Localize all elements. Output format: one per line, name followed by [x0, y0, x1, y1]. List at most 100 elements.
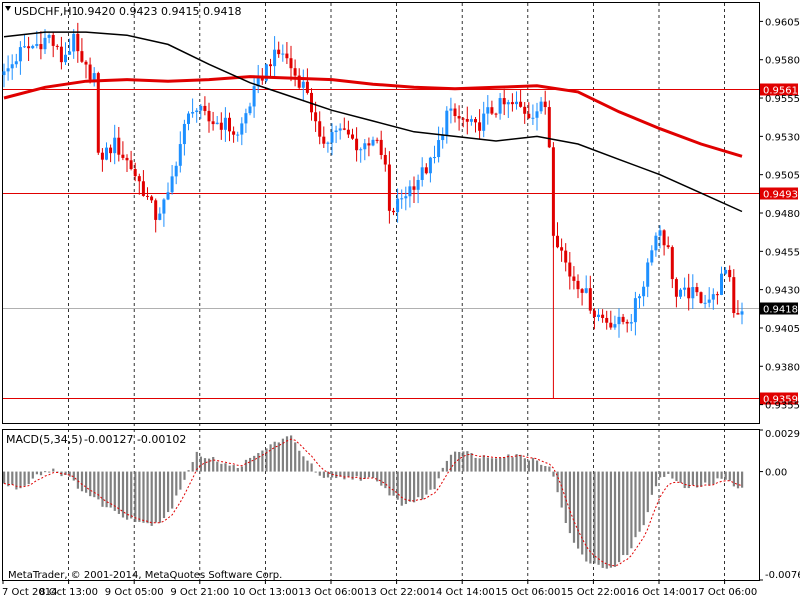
candle-body: [141, 181, 145, 196]
macd-label: MACD(5,34,5): [6, 433, 83, 446]
candle-body: [371, 139, 375, 146]
candle-body: [674, 279, 678, 297]
macd-bar: [425, 471, 428, 495]
macd-bar: [523, 458, 526, 472]
candle-body: [506, 102, 510, 105]
candle-body: [133, 169, 137, 177]
candle-body: [23, 46, 26, 48]
macd-bar: [720, 471, 723, 479]
candle-body: [711, 294, 715, 300]
macd-bar: [290, 435, 293, 472]
candle-body: [84, 61, 88, 65]
time-tick-label: 16 Oct 14:00: [626, 587, 691, 598]
macd-bar: [105, 471, 108, 508]
macd-bar: [511, 457, 514, 472]
macd-bar: [48, 471, 51, 473]
candle-body: [375, 139, 379, 141]
macd-bar: [76, 471, 79, 489]
macd-bar: [527, 460, 530, 472]
macd-bar: [741, 471, 744, 488]
candle-body: [244, 113, 248, 124]
macd-bar: [577, 471, 580, 549]
macd-bar: [187, 470, 190, 472]
candle-body: [576, 280, 580, 290]
macd-bar: [490, 458, 494, 472]
candle-body: [646, 262, 650, 287]
candle-body: [293, 68, 297, 76]
macd-bar: [429, 471, 432, 490]
macd-bar: [683, 471, 686, 489]
macd-bar: [310, 463, 313, 472]
macd-bar: [126, 471, 129, 520]
macd-bar: [339, 471, 342, 477]
candle-body: [80, 51, 84, 62]
macd-bar: [167, 471, 170, 513]
macd-bar: [581, 471, 584, 555]
macd-bar: [15, 471, 18, 490]
macd-bar: [64, 471, 67, 475]
macd-bar: [691, 471, 694, 485]
candle-body: [76, 33, 80, 52]
macd-bar: [462, 451, 465, 472]
macd-bar: [195, 451, 198, 472]
candle-body: [715, 294, 719, 296]
candle-body: [588, 288, 592, 311]
candle-body: [699, 292, 703, 304]
macd-bar: [478, 458, 481, 472]
candle-body: [47, 35, 51, 38]
candle-body: [351, 134, 354, 139]
macd-bar: [605, 471, 608, 569]
candle-body: [666, 245, 670, 248]
candle-body: [724, 269, 728, 274]
macd-bar: [44, 471, 47, 473]
candle-body: [617, 316, 621, 325]
macd-bar: [285, 436, 289, 472]
main-pane-frame: [2, 2, 760, 424]
macd-bar: [449, 454, 453, 472]
price-tick-label: 0.9405: [765, 324, 800, 335]
candle-body: [18, 47, 22, 62]
symbol-dropdown-icon[interactable]: [5, 6, 11, 11]
candle-body: [322, 136, 326, 144]
candle-body: [465, 118, 469, 122]
candle-body: [314, 112, 318, 122]
candle-body: [580, 289, 584, 293]
macd-bar: [52, 468, 55, 472]
macd-bar: [171, 471, 174, 509]
macd-bar: [400, 471, 403, 506]
macd-bar: [39, 471, 43, 476]
candle-body: [178, 144, 182, 166]
candle-body: [502, 98, 506, 105]
candle-body: [683, 287, 687, 290]
macd-bar: [695, 471, 699, 488]
candle-body: [584, 288, 588, 293]
candle-body: [248, 106, 252, 114]
candle-body: [412, 186, 416, 190]
candle-body: [621, 316, 625, 322]
candle-body: [551, 147, 555, 236]
level-price-tag: [760, 187, 798, 200]
ma-slow-line: [3, 75, 743, 158]
candle-body: [100, 152, 104, 160]
macd-bar: [634, 471, 637, 538]
candle-body: [285, 53, 289, 59]
candle-body: [27, 46, 31, 49]
candle-body: [281, 53, 285, 55]
candle-body: [424, 167, 428, 174]
macd-bar: [27, 471, 30, 485]
candle-body: [269, 64, 272, 67]
candle-body: [363, 143, 367, 150]
macd-bar: [384, 471, 387, 489]
macd-bar: [593, 471, 596, 564]
macd-bar: [191, 462, 194, 472]
candle-body: [568, 262, 572, 277]
macd-bar: [23, 471, 26, 486]
macd-bar: [11, 471, 14, 485]
macd-bar: [351, 471, 354, 480]
candle-body: [211, 121, 215, 125]
macd-bar: [597, 471, 600, 565]
candle-body: [31, 45, 35, 49]
macd-bar: [544, 465, 547, 472]
macd-bar: [142, 471, 145, 523]
